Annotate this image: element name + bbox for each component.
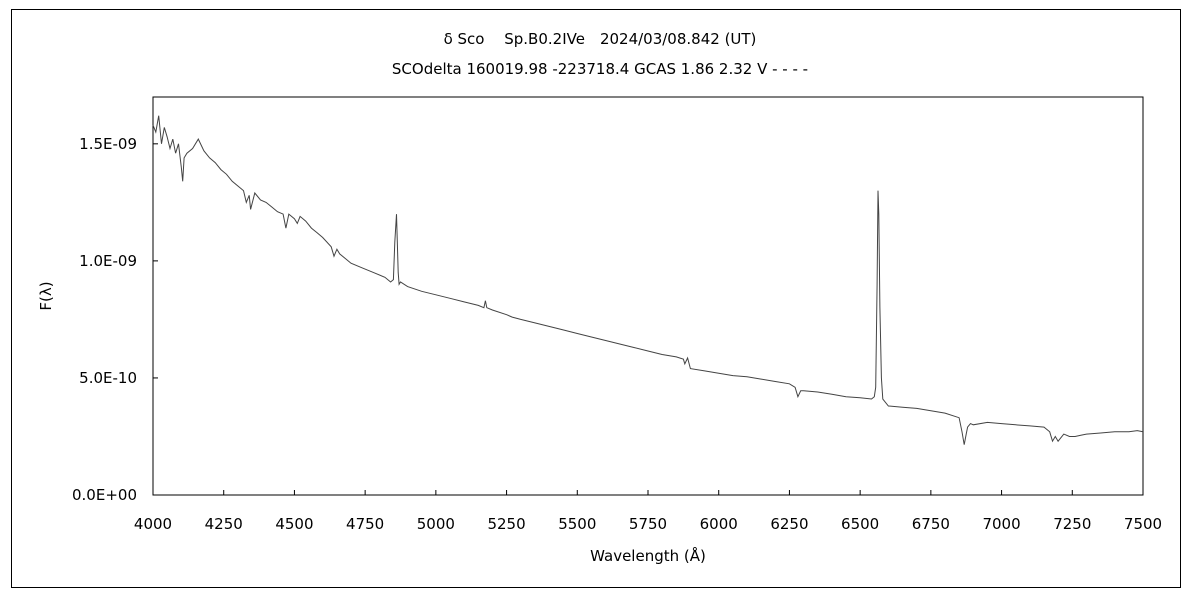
chart-subtitle: SCOdelta 160019.98 -223718.4 GCAS 1.86 2… bbox=[391, 60, 809, 78]
y-axis-ticks: 0.0E+00 5.0E-10 1.0E-09 1.5E-09 bbox=[72, 135, 158, 504]
x-tick-label: 5500 bbox=[558, 515, 596, 533]
x-tick-label: 4500 bbox=[275, 515, 313, 533]
spectrum-series-line bbox=[152, 115, 1144, 445]
x-tick-label: 4000 bbox=[134, 515, 172, 533]
x-tick-label: 5250 bbox=[487, 515, 525, 533]
y-tick-label: 5.0E-10 bbox=[79, 369, 137, 387]
x-tick-label: 6250 bbox=[770, 515, 808, 533]
x-tick-label: 5000 bbox=[417, 515, 455, 533]
x-axis-label: Wavelength (Å) bbox=[590, 546, 706, 565]
y-tick-label: 1.5E-09 bbox=[79, 135, 137, 153]
y-axis-label: F(λ) bbox=[37, 281, 55, 310]
chart-title: δ Sco Sp.B0.2IVe 2024/03/08.842 (UT) bbox=[443, 30, 757, 48]
x-tick-label: 6750 bbox=[912, 515, 950, 533]
x-tick-label: 7250 bbox=[1053, 515, 1091, 533]
y-tick-label: 1.0E-09 bbox=[79, 252, 137, 270]
chart-frame bbox=[11, 9, 1181, 588]
x-tick-label: 4750 bbox=[346, 515, 384, 533]
x-tick-label: 5750 bbox=[629, 515, 667, 533]
x-tick-label: 7000 bbox=[982, 515, 1020, 533]
x-axis-ticks: 4000 4250 4500 4750 5000 5250 5500 5750 6000 6250… bbox=[134, 490, 1162, 533]
x-tick-label: 4250 bbox=[205, 515, 243, 533]
x-tick-label: 7500 bbox=[1124, 515, 1162, 533]
y-tick-label: 0.0E+00 bbox=[72, 486, 137, 504]
x-tick-label: 6000 bbox=[700, 515, 738, 533]
x-tick-label: 6500 bbox=[841, 515, 879, 533]
plot-area bbox=[152, 96, 1144, 496]
